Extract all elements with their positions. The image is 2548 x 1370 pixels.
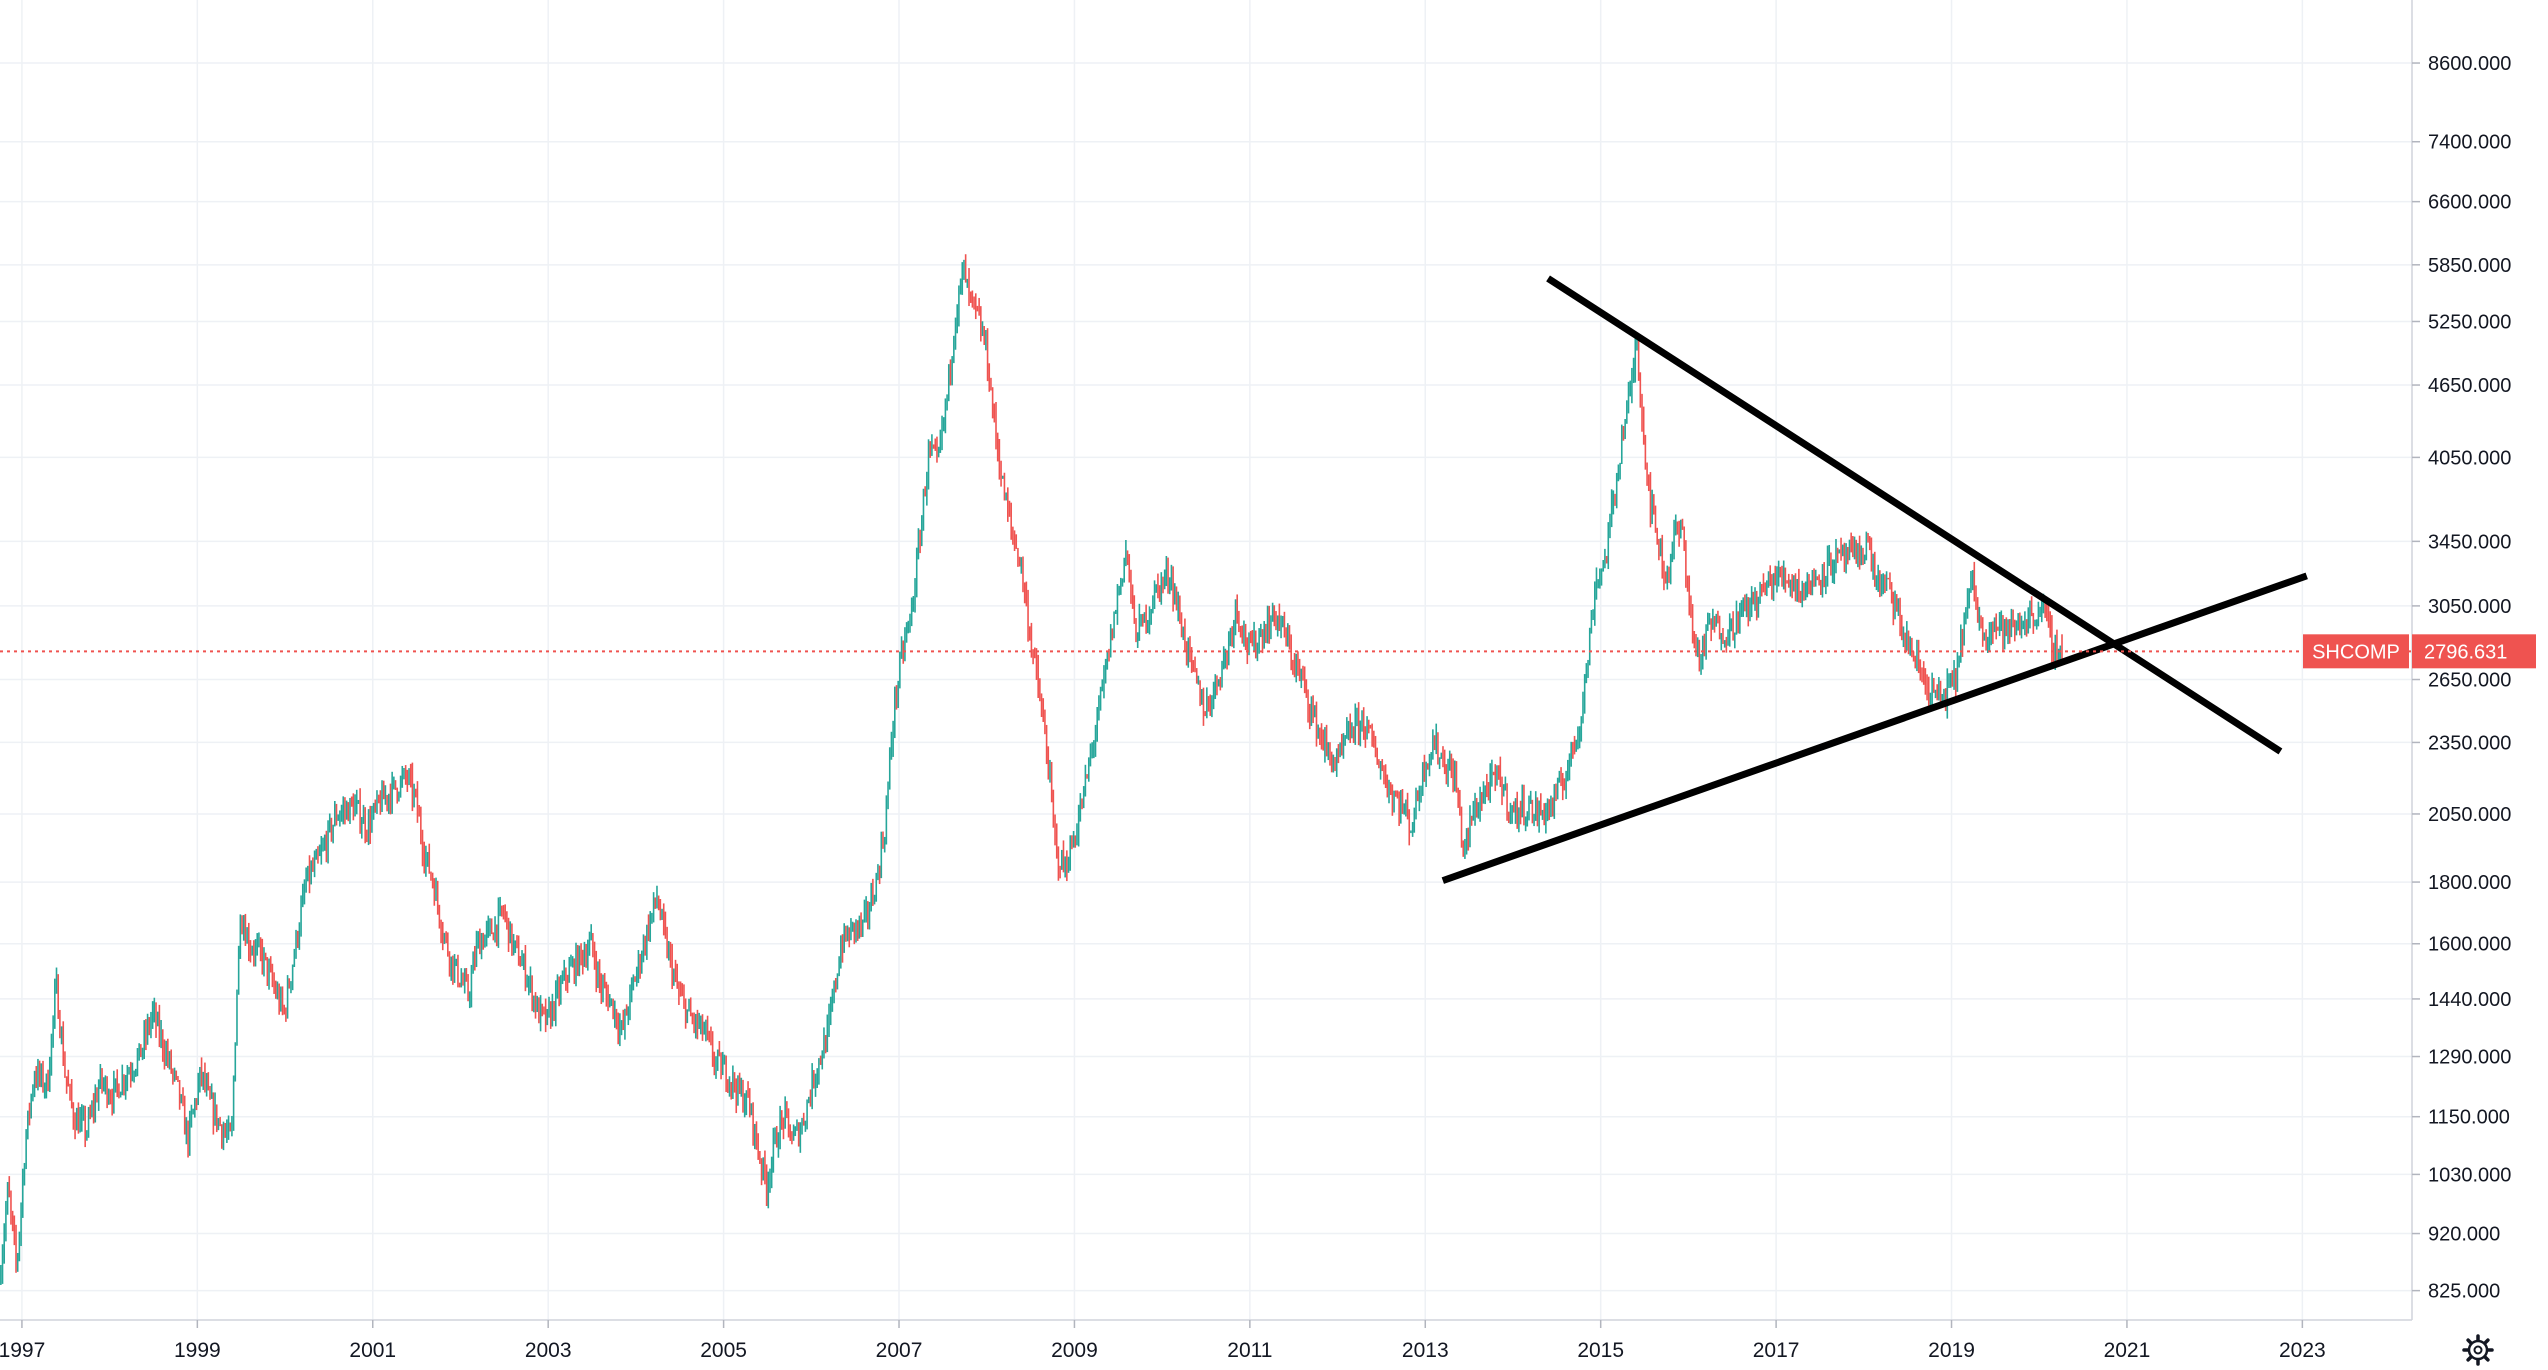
last-price-label: 2796.631 (2424, 641, 2507, 663)
symbol-label: SHCOMP (2312, 641, 2400, 663)
y-tick-label: 2050.000 (2428, 804, 2511, 826)
y-tick-label: 1800.000 (2428, 872, 2511, 894)
x-tick-label: 2009 (1051, 1339, 1098, 1362)
x-tick-label: 1997 (0, 1339, 45, 1362)
y-tick-label: 2650.000 (2428, 670, 2511, 692)
x-tick-label: 2003 (525, 1339, 572, 1362)
x-tick-label: 2013 (1402, 1339, 1449, 1362)
y-axis-ticks: 825.000 920.000 1030.000 1150.000 1290.000 14… (2412, 53, 2511, 1303)
x-tick-label: 2023 (2279, 1339, 2326, 1362)
x-tick-label: 2019 (1928, 1339, 1975, 1362)
y-tick-label: 6600.000 (2428, 192, 2511, 214)
x-tick-label: 2011 (1227, 1339, 1272, 1362)
y-tick-label: 1030.000 (2428, 1164, 2511, 1186)
price-candles (0, 254, 2063, 1285)
x-tick-label: 2017 (1753, 1339, 1800, 1362)
gear-hub (2473, 1345, 2483, 1355)
trend-line-upper[interactable] (1546, 275, 2283, 755)
y-tick-label: 5850.000 (2428, 255, 2511, 277)
last-price-tag: SHCOMP 2796.631 (2303, 634, 2536, 669)
y-tick-label: 5250.000 (2428, 311, 2511, 333)
y-tick-label: 2350.000 (2428, 732, 2511, 754)
trend-lines[interactable] (1441, 275, 2308, 884)
y-tick-label: 7400.000 (2428, 132, 2511, 154)
y-tick-label: 825.000 (2428, 1281, 2500, 1303)
x-tick-label: 2021 (2104, 1339, 2151, 1362)
price-axis[interactable]: 825.000 920.000 1030.000 1150.000 1290.000 14… (2411, 0, 2548, 1370)
y-tick-label: 4650.000 (2428, 375, 2511, 397)
last-price-label-bg (2412, 634, 2536, 669)
trend-line-lower[interactable] (1441, 572, 2308, 884)
settings-gear-icon[interactable] (2462, 1334, 2494, 1366)
y-tick-label: 3050.000 (2428, 596, 2511, 618)
x-tick-label: 2005 (700, 1339, 747, 1362)
y-tick-label: 1600.000 (2428, 934, 2511, 956)
x-tick-label: 2007 (876, 1339, 923, 1362)
x-tick-label: 2001 (349, 1339, 396, 1362)
y-tick-label: 1290.000 (2428, 1047, 2511, 1069)
time-axis[interactable]: 1997 1999 2001 2003 2005 2007 2009 2011 2013 2015… (0, 1319, 2548, 1370)
y-tick-label: 1150.000 (2428, 1107, 2510, 1129)
y-tick-label: 1440.000 (2428, 989, 2511, 1011)
time-axis-background (0, 1320, 2548, 1370)
y-tick-label: 8600.000 (2428, 53, 2511, 75)
grid-lines (0, 0, 2412, 1320)
y-tick-label: 4050.000 (2428, 447, 2511, 469)
price-axis-background (2412, 0, 2548, 1370)
x-tick-label: 1999 (174, 1339, 221, 1362)
y-tick-label: 3450.000 (2428, 531, 2511, 553)
x-tick-label: 2015 (1577, 1339, 1624, 1362)
x-axis-ticks: 1997 1999 2001 2003 2005 2007 2009 2011 2013 2015… (0, 1320, 2326, 1362)
y-tick-label: 920.000 (2428, 1224, 2500, 1246)
symbol-label-bg (2303, 634, 2409, 669)
